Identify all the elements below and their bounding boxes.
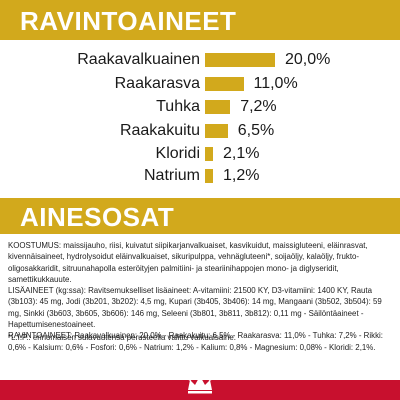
footnote: *L.I.P.: erinomaisen sulavuutensa perust… xyxy=(8,333,236,342)
crown-jewel xyxy=(208,377,212,381)
crown-base xyxy=(188,391,212,394)
nutrient-value: 2,1% xyxy=(223,145,260,162)
crown-jewel xyxy=(188,377,192,381)
crown-logo-icon xyxy=(172,373,228,400)
nutrient-value: 6,5% xyxy=(237,122,275,139)
nutrient-bar xyxy=(205,100,231,114)
crown-shape xyxy=(188,376,212,390)
nutrient-name: Raakakuitu xyxy=(119,122,200,139)
nutrient-name: Raakarasva xyxy=(114,75,200,92)
nutrient-value: 7,2% xyxy=(240,98,277,115)
nutrients-header: RAVINTOAINEET xyxy=(0,0,400,40)
nutrient-bar xyxy=(205,147,213,161)
ingredients-title: AINESOSAT xyxy=(20,202,175,232)
nutrient-bar xyxy=(205,77,244,91)
nutrients-title: RAVINTOAINEET xyxy=(20,6,237,36)
additives-paragraph: LISÄAINEET (kg:ssa): Ravitsemukselliset … xyxy=(8,286,382,330)
nutrient-row: Raakarasva 11,0% xyxy=(0,72,400,96)
nutrient-row: Tuhka 7,2% xyxy=(0,95,400,119)
nutrient-row: Natrium 1,2% xyxy=(0,164,400,188)
nutrient-value: 1,2% xyxy=(223,167,260,184)
nutrient-row: Kloridi 2,1% xyxy=(0,142,400,166)
nutrient-row: Raakakuitu 6,5% xyxy=(0,119,400,143)
nutrient-bar xyxy=(205,169,213,183)
nutrient-bar xyxy=(205,53,275,67)
composition-paragraph: KOOSTUMUS: maissijauho, riisi, kuivatut … xyxy=(8,241,368,284)
nutrient-name: Natrium xyxy=(143,167,200,184)
nutrient-bar xyxy=(205,124,228,138)
nutrient-value: 11,0% xyxy=(253,75,298,92)
nutrient-value: 20,0% xyxy=(285,51,331,68)
ingredients-text: KOOSTUMUS: maissijauho, riisi, kuivatut … xyxy=(8,240,394,353)
nutrient-name: Kloridi xyxy=(155,145,200,162)
nutrient-name: Raakavalkuainen xyxy=(77,51,200,68)
nutrient-row: Raakavalkuainen 20,0% xyxy=(0,48,400,72)
nutrient-name: Tuhka xyxy=(156,98,200,115)
nutrients-paragraph: RAVINTOAINEET: Raakavalkuainen: 20,0% - … xyxy=(8,331,383,352)
ingredients-header: AINESOSAT xyxy=(0,198,400,234)
crown-jewel xyxy=(198,373,202,377)
